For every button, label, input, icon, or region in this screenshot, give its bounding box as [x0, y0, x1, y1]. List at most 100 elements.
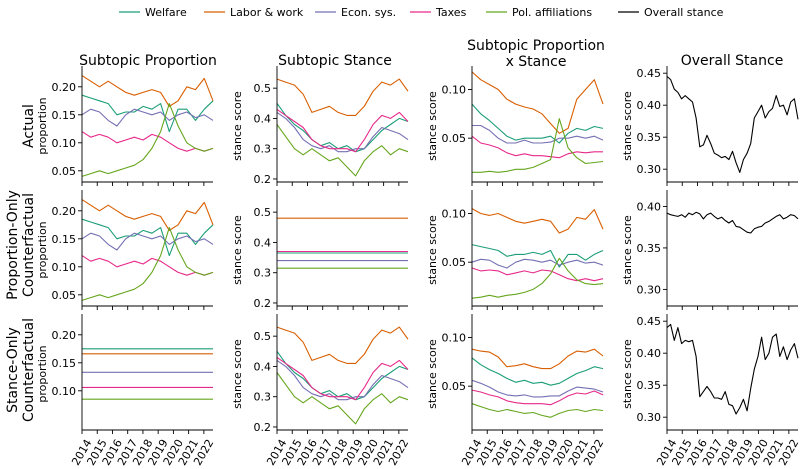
y-tick-label: 0.05: [52, 289, 77, 302]
y-tick-label: 0.40: [637, 200, 662, 213]
panel-r1-c1: 0.2 0.3 0.4 0.5 stance score: [231, 190, 408, 310]
series-line-labor-work: [276, 78, 409, 116]
row-labels: Actual Proportion-Only Counterfactual St…: [5, 104, 37, 422]
panel-r2-c0: 0.100.150.20proportion201420152016201720…: [36, 314, 216, 468]
series-line-taxes: [276, 108, 409, 153]
y-tick-label: 0.35: [637, 379, 662, 392]
series-line-welfare: [471, 357, 604, 386]
series-line-pol-affiliations: [472, 118, 604, 173]
y-tick-label: 0.2: [254, 173, 272, 186]
y-tick-label: 0.5: [254, 206, 272, 219]
series-line-pol-affiliations: [81, 103, 214, 177]
series-line-welfare: [276, 350, 409, 401]
legend-label-econ-sys: Econ. sys.: [341, 6, 396, 19]
y-tick-label: 0.40: [637, 99, 662, 112]
legend: Welfare Labor & work Econ. sys. Taxes Po…: [119, 6, 724, 19]
series-line-pol-affiliations: [471, 257, 604, 299]
row-label-0: Actual: [21, 104, 37, 148]
series-line-taxes: [471, 267, 604, 282]
y-axis-label: proportion: [36, 221, 49, 278]
series-line-pol-affiliations: [471, 403, 604, 418]
legend-label-taxes: Taxes: [435, 6, 467, 19]
series-line-labor-work: [471, 348, 604, 370]
series-line-econ-sys: [276, 111, 409, 153]
series-line-taxes: [276, 356, 409, 401]
y-tick-label: 0.3: [254, 267, 272, 280]
y-tick-label: 0.10: [52, 137, 77, 150]
y-axis-label: stance score: [426, 339, 439, 409]
y-tick-label: 0.30: [637, 163, 662, 176]
y-tick-label: 0.5: [254, 82, 272, 95]
y-tick-label: 0.15: [52, 109, 77, 122]
series-line-welfare: [471, 244, 604, 268]
series-line-welfare: [471, 103, 604, 144]
y-tick-label: 0.35: [637, 131, 662, 144]
column-titles: Subtopic Proportion Subtopic Stance Subt…: [79, 38, 783, 70]
y-tick-label: 0.3: [254, 391, 272, 404]
y-axis-label: stance score: [231, 339, 244, 409]
y-tick-label: 0.20: [52, 329, 77, 342]
row-label-1-line-2: Counterfactual: [21, 193, 37, 297]
series-line-labor-work: [81, 75, 214, 107]
y-tick-label: 0.05: [442, 132, 467, 145]
series-line-econ-sys: [276, 359, 409, 401]
y-tick-label: 0.15: [52, 233, 77, 246]
y-axis-label: proportion: [36, 345, 49, 402]
y-axis-label: stance score: [621, 339, 634, 409]
series-line-econ-sys: [472, 124, 604, 144]
column-title-2-line-2: x Stance: [506, 54, 567, 70]
y-axis-label: stance score: [426, 215, 439, 285]
series-line-overall-stance: [666, 75, 799, 173]
y-tick-label: 0.10: [442, 331, 467, 344]
legend-label-overall-stance: Overall stance: [644, 6, 724, 19]
y-tick-label: 0.05: [52, 165, 77, 178]
series-line-labor-work: [471, 71, 604, 134]
y-tick-label: 0.05: [442, 380, 467, 393]
y-tick-label: 0.15: [52, 357, 77, 370]
series-line-labor-work: [276, 326, 409, 364]
y-tick-label: 0.10: [442, 207, 467, 220]
y-tick-label: 0.2: [254, 297, 272, 310]
y-tick-label: 0.45: [637, 67, 662, 80]
series-line-taxes: [81, 131, 214, 152]
y-axis-label: stance score: [621, 91, 634, 161]
y-tick-label: 0.20: [52, 205, 77, 218]
series-line-econ-sys: [81, 108, 214, 127]
y-tick-label: 0.2: [254, 421, 272, 434]
y-axis-label: stance score: [231, 215, 244, 285]
y-tick-label: 0.5: [254, 330, 272, 343]
y-axis-label: stance score: [621, 215, 634, 285]
series-line-taxes: [471, 135, 603, 159]
series-line-welfare: [276, 102, 409, 153]
y-tick-label: 0.20: [52, 81, 77, 94]
legend-label-pol-affiliations: Pol. affiliations: [512, 6, 592, 19]
row-label-1-line-1: Proportion-Only: [5, 190, 21, 300]
y-tick-label: 0.3: [254, 143, 272, 156]
row-label-2-line-1: Stance-Only: [5, 327, 21, 413]
series-line-overall-stance: [666, 323, 799, 415]
y-tick-label: 0.10: [52, 261, 77, 274]
row-label-2-line-2: Counterfactual: [21, 318, 37, 422]
column-title-1: Subtopic Stance: [278, 53, 392, 69]
column-title-2-line-1: Subtopic Proportion: [467, 38, 605, 54]
legend-label-welfare: Welfare: [145, 6, 187, 19]
y-tick-label: 0.40: [637, 347, 662, 360]
series-line-overall-stance: [666, 211, 799, 234]
series-line-labor-work: [471, 208, 604, 234]
series-line-econ-sys: [471, 379, 604, 398]
panel-r0-c1: 0.2 0.3 0.4 0.5 stance score: [231, 66, 409, 186]
y-tick-label: 0.45: [637, 315, 662, 328]
column-title-0: Subtopic Proportion: [79, 53, 217, 69]
series-line-pol-affiliations: [81, 227, 214, 301]
series-line-taxes: [471, 389, 604, 406]
